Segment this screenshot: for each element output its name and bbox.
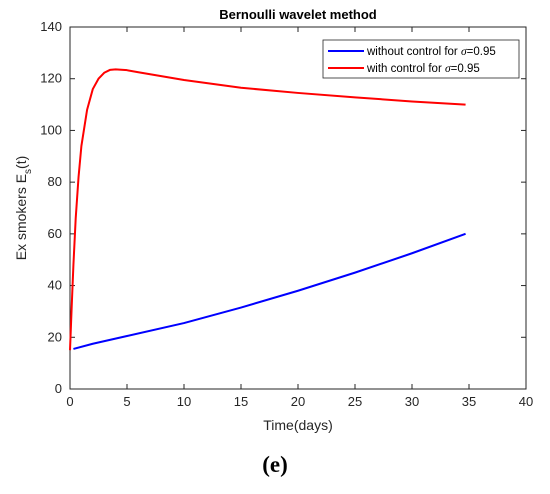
legend: without control for σ=0.95 with control … [322,39,520,79]
y-tick-label: 60 [48,226,62,241]
y-axis-label-subscript: s [23,169,34,174]
x-tick-label: 40 [519,394,533,409]
y-tick-label: 40 [48,278,62,293]
x-tick-label: 10 [177,394,191,409]
y-tick-label: 100 [40,122,62,137]
legend-label-without-control: without control for σ=0.95 [366,46,496,58]
y-tick-label: 0 [55,381,62,396]
chart: Bernoulli wavelet method 0 5 10 15 20 25 30 35 4… [13,7,533,433]
series-lines [69,68,466,351]
plot-area [69,26,527,390]
panel-label: (e) [262,452,288,477]
chart-title: Bernoulli wavelet method [219,7,377,22]
x-tick-label: 15 [234,394,248,409]
y-axis-label-main: Ex smokers E [13,174,29,260]
legend-box [322,39,520,79]
y-tick-label: 80 [48,174,62,189]
x-tick-label: 0 [66,394,73,409]
y-tick-label: 140 [40,19,62,34]
x-tick-label: 30 [405,394,419,409]
series-line-with-control [69,68,466,351]
y-tick-label: 120 [40,71,62,86]
y-axis: 0 20 40 60 80 100 120 140 [40,19,526,396]
x-axis-label: Time(days) [263,417,333,433]
x-axis: 0 5 10 15 20 25 30 35 40 [66,27,533,409]
x-tick-label: 20 [291,394,305,409]
y-tick-label: 20 [48,329,62,344]
y-axis-label-tail: (t) [13,156,29,169]
x-tick-label: 25 [348,394,362,409]
legend-label-with-control: with control for σ=0.95 [366,63,480,75]
series-line-without-control [73,232,466,350]
x-tick-label: 5 [123,394,130,409]
y-axis-label: Ex smokers Es(t) [13,156,34,261]
x-tick-label: 35 [462,394,476,409]
